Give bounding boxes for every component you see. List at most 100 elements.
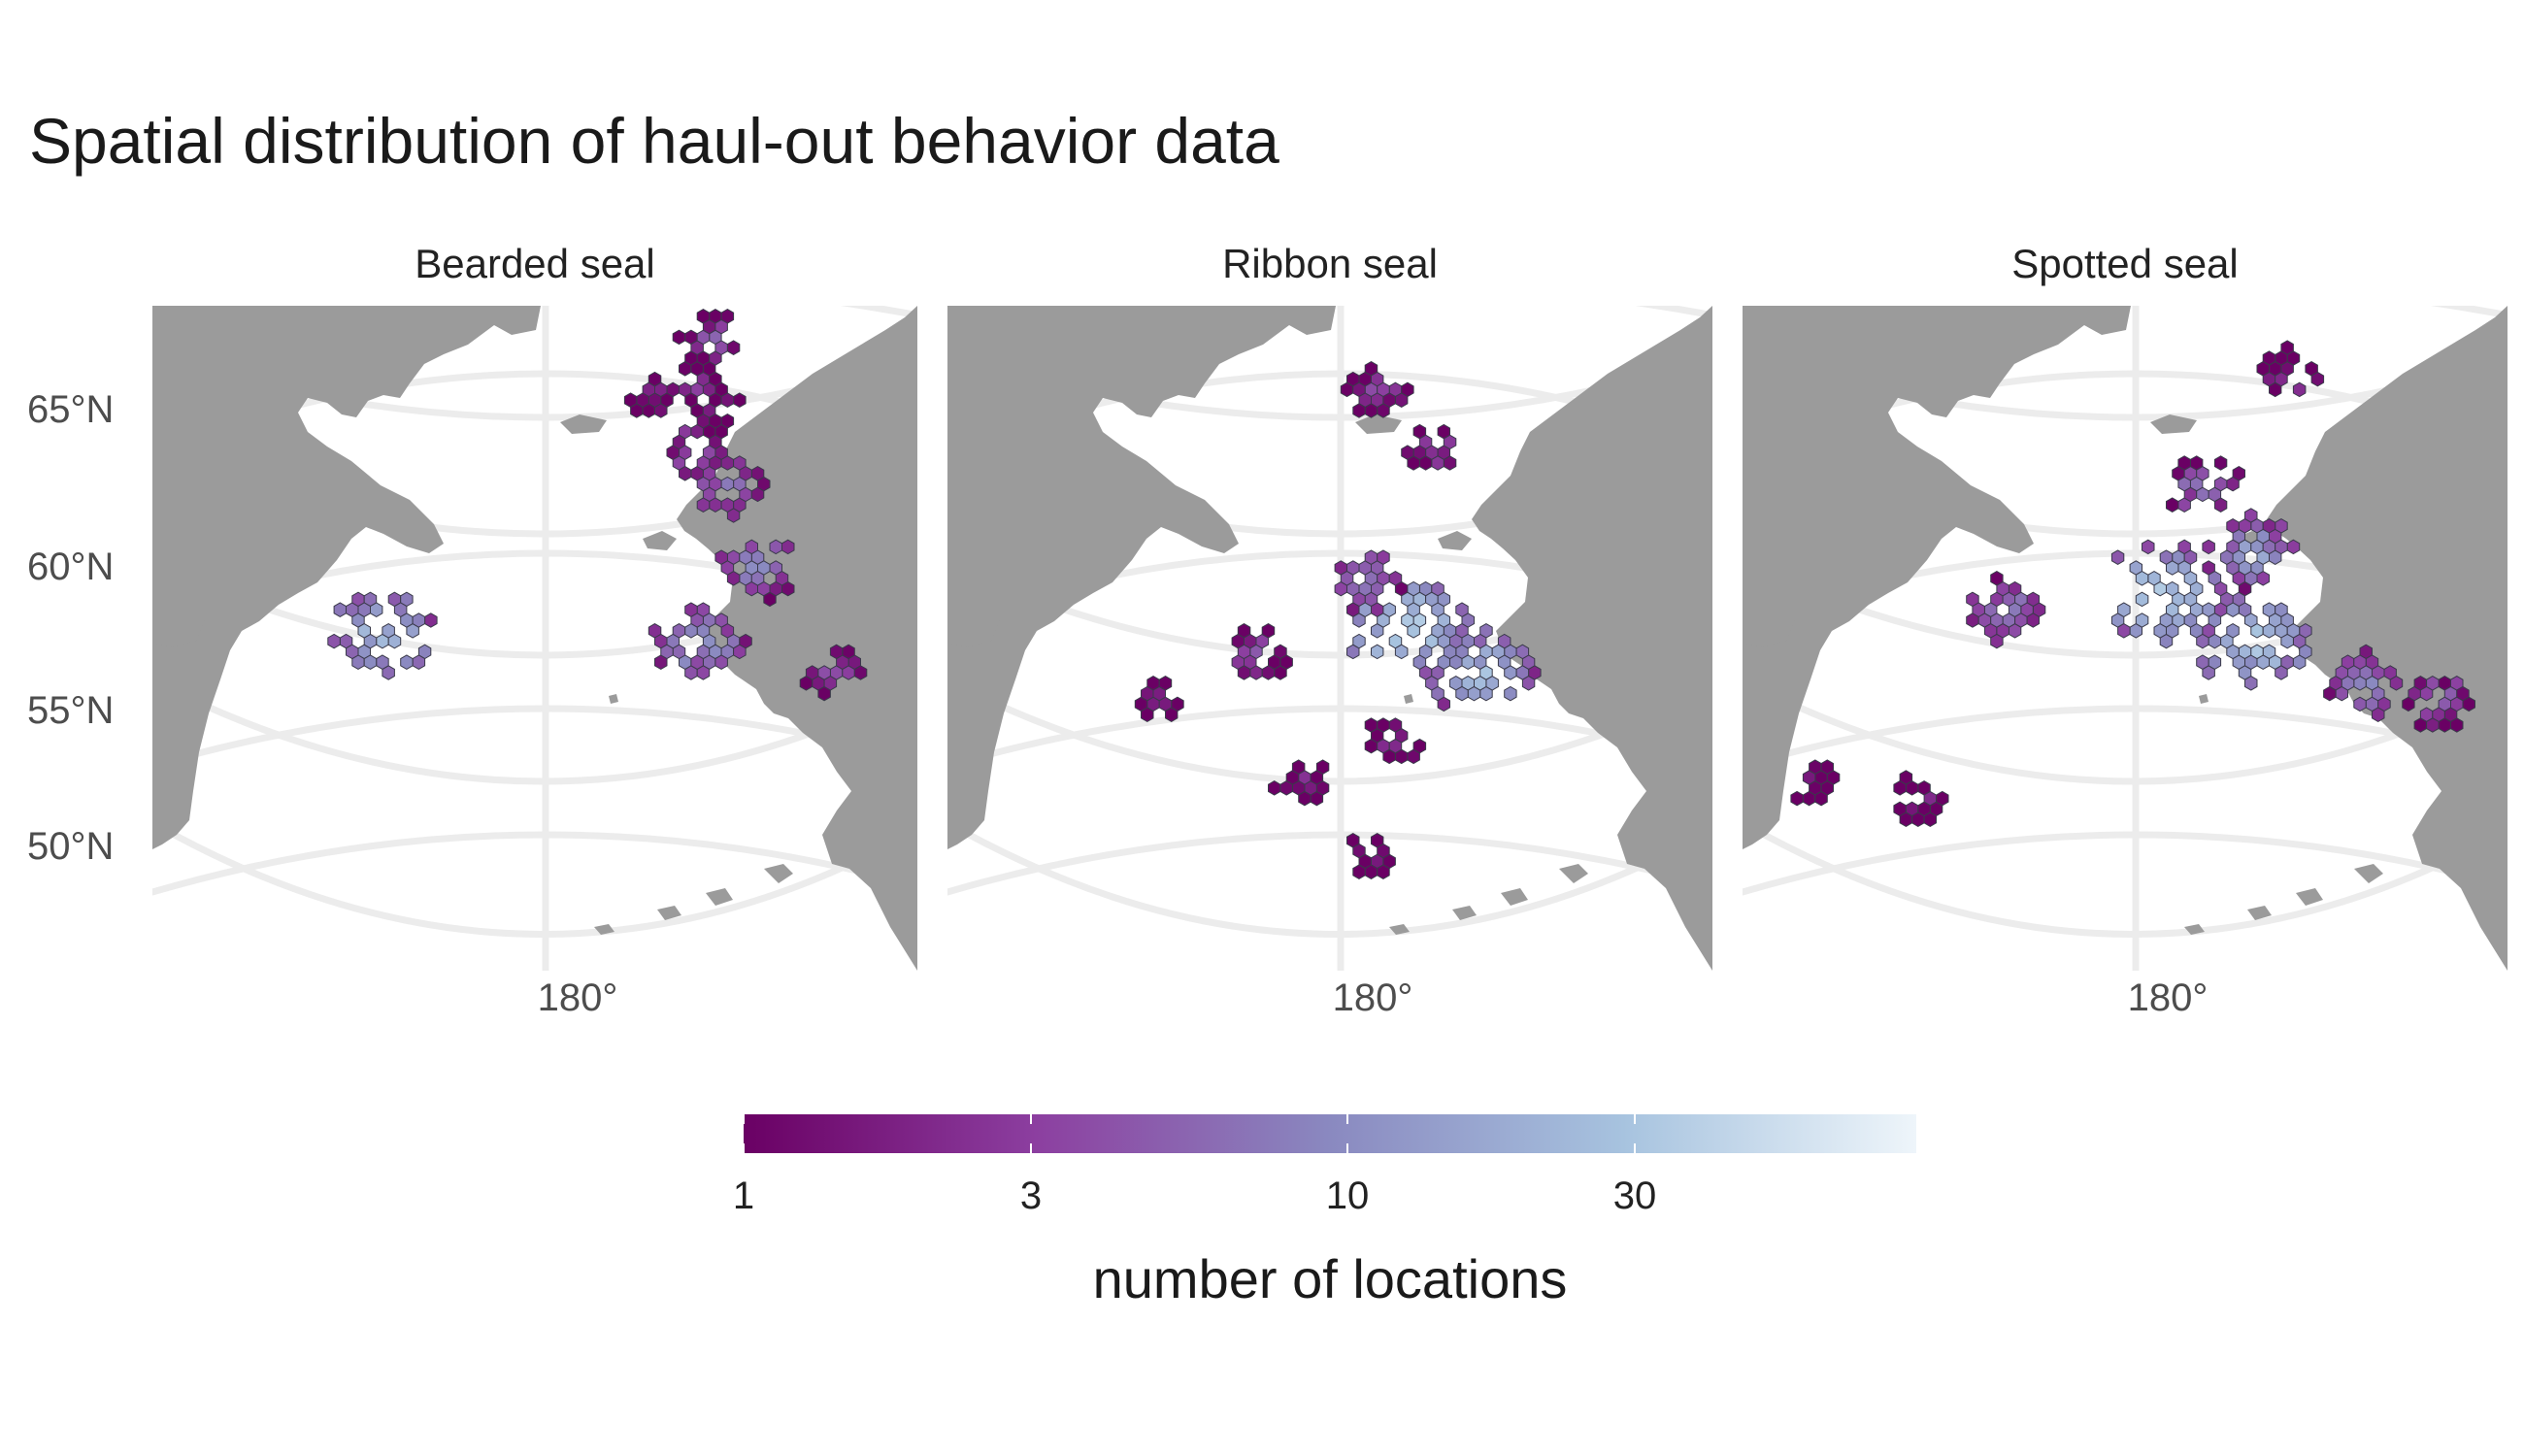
map-panel-ribbon-seal (947, 306, 1712, 971)
hexbin-5-23 (720, 497, 735, 513)
hexbin-4-14 (2299, 623, 2312, 639)
hexbin-8-14 (1802, 770, 1816, 785)
hexbin-4-29 (1515, 644, 1530, 660)
hexbin-1-24 (2196, 486, 2209, 503)
legend-title: number of locations (1092, 1248, 1568, 1309)
hexbin-3-27 (2110, 549, 2125, 565)
hexbin-7-20 (1377, 717, 1390, 733)
hexbin-3-53 (2166, 580, 2179, 597)
hexbin-2-26 (1388, 571, 1403, 586)
hexbin-3-43 (2135, 571, 2149, 586)
hexbin-9-16 (1352, 864, 1366, 879)
land-shape-3 (2267, 306, 2507, 971)
land-shape-8 (594, 924, 614, 935)
hexbin-4-25 (1491, 644, 1506, 660)
land-shape-4 (643, 531, 677, 550)
land-shape-5 (764, 864, 793, 883)
hexbin-0-8 (623, 392, 638, 408)
hexbin-3-10 (2142, 539, 2155, 555)
hexbin-3-25 (2189, 580, 2204, 597)
hexbin-1-20 (1437, 423, 1450, 440)
hexbin-0-21 (1352, 403, 1366, 418)
hexbin-4-38 (1521, 676, 1536, 691)
land-shape-2 (1355, 414, 1402, 434)
hexbin-8-13 (1820, 780, 1834, 796)
legend-tick-label-3: 3 (1019, 1175, 1043, 1217)
hexbin-6-16 (1165, 707, 1179, 722)
land (1743, 306, 2507, 971)
facet-title-bearded-seal: Bearded seal (415, 241, 655, 286)
hexbin-5-16 (1990, 612, 2004, 628)
hexbin-3-35 (1431, 623, 1445, 639)
facet-title-spotted-seal: Spotted seal (2011, 241, 2239, 286)
lat-label-55: 55°N (27, 689, 115, 732)
land (152, 306, 917, 971)
hexbin-7-7 (2402, 696, 2415, 712)
hexbin-5-25 (696, 497, 711, 513)
hexbin-9-11 (1377, 864, 1390, 879)
hexbin-5-29 (2026, 612, 2040, 628)
lon-label-180-ribbon: 180° (1332, 976, 1413, 1019)
hexbin-7-30 (733, 644, 747, 660)
land-shape-5 (2354, 864, 2383, 883)
hexbin-0-7 (2305, 361, 2318, 377)
hexbin-3-17 (726, 340, 741, 355)
hexbin-2-35 (2238, 560, 2252, 576)
hexbin-3-41 (2135, 612, 2149, 628)
hexbin-9-39 (412, 612, 426, 628)
hexbin-8-18 (842, 644, 855, 660)
hexbin-layer (327, 309, 868, 702)
land-shape-1 (947, 587, 1001, 647)
hexbin-0-17 (2269, 381, 2282, 398)
hexbin-9-18 (346, 644, 359, 660)
hexbin-3-41 (1425, 591, 1439, 608)
hexbin-5-17 (709, 497, 722, 513)
hexbin-5-20 (1261, 665, 1276, 680)
hexbin-3-40 (1407, 602, 1420, 617)
hexbin-4-30 (2299, 644, 2312, 660)
hexbin-layer (1790, 340, 2475, 827)
hexbin-6-20 (2389, 676, 2404, 691)
hexbin-4-36 (2250, 644, 2264, 660)
hexbin-9-43 (357, 602, 371, 617)
hexbin-6-10 (1134, 696, 1148, 712)
map-panel-bearded-seal (152, 306, 917, 971)
hexbin-1-9 (666, 381, 680, 398)
lon-label-180-spotted: 180° (2127, 976, 2208, 1019)
hexbin-3-17 (1371, 644, 1384, 660)
hexbin-5-21 (1261, 623, 1276, 639)
land-shape-9 (609, 694, 618, 704)
hexbin-7-31 (684, 623, 698, 639)
hexbin-4-34 (2220, 633, 2234, 649)
hexbin-4-47 (2220, 591, 2234, 608)
hexbin-3-13 (714, 318, 728, 335)
hexbin-7-21 (2450, 696, 2464, 712)
graticule-arc-0 (947, 818, 1712, 938)
hexbin-4-29 (2250, 623, 2264, 639)
legend-colorbar (744, 1114, 1916, 1153)
hexbin-6-16 (750, 571, 765, 586)
hexbin-0-11 (1394, 392, 1409, 408)
hexbin-4-43 (1455, 685, 1469, 702)
hexbin-2-24 (2220, 549, 2234, 565)
hexbin-7-27 (696, 623, 711, 639)
land-shape-9 (1404, 694, 1413, 704)
land-shape-3 (1472, 306, 1712, 971)
hexbin-9-9 (1936, 790, 1949, 807)
hexbin-8-11 (1820, 759, 1834, 775)
land-shape-0 (152, 306, 541, 849)
hexbin-0-20 (2256, 361, 2270, 377)
hexbin-9-31 (357, 623, 371, 639)
hexbin-0-18 (1382, 392, 1396, 408)
hexbin-4-40 (1461, 633, 1475, 649)
hexbin-7-15 (1412, 738, 1427, 754)
land (947, 306, 1712, 971)
figure-title: Spatial distribution of haul-out behavio… (29, 105, 1279, 177)
land-shape-7 (1452, 906, 1477, 920)
hexbin-4-45 (2280, 612, 2294, 628)
hexbin-4-48 (2196, 654, 2209, 670)
hexbin-3-23 (1358, 602, 1372, 617)
hexbin-3-3 (1358, 580, 1372, 597)
facet-title-ribbon-seal: Ribbon seal (1222, 241, 1438, 286)
hexbin-1-11 (2177, 455, 2191, 471)
